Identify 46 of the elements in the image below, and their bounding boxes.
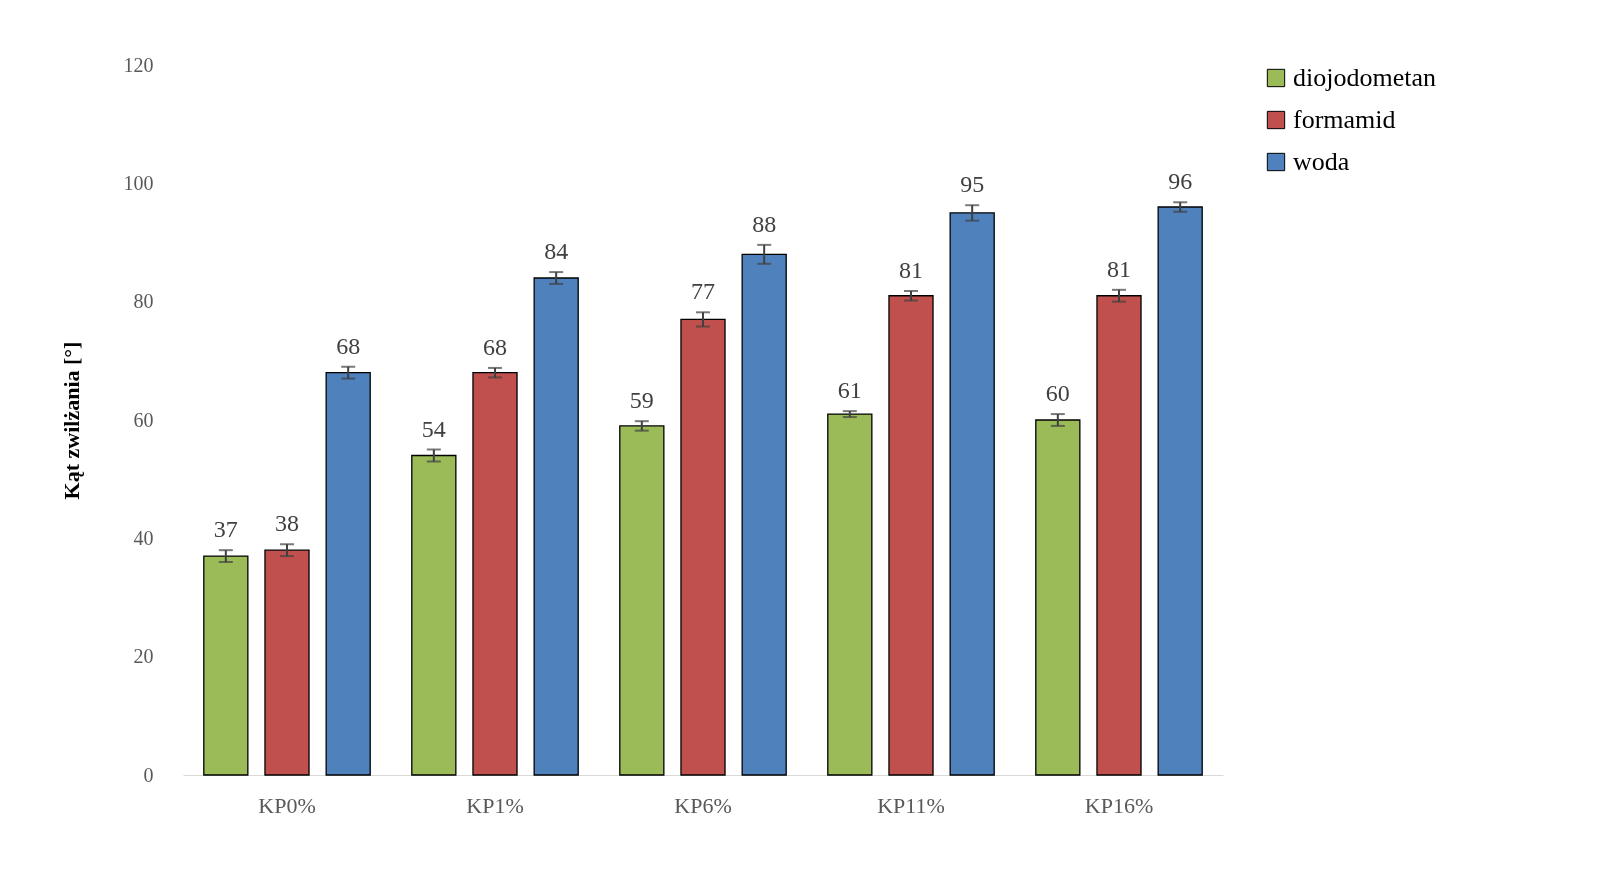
bar [1096, 295, 1142, 776]
bar [264, 549, 310, 776]
bar [411, 454, 457, 776]
data-label: 95 [960, 171, 985, 198]
y-tick-label: 60 [133, 408, 154, 431]
data-label: 38 [275, 510, 299, 537]
x-tick-label: KP6% [674, 792, 732, 818]
data-label: 54 [421, 415, 446, 442]
data-label: 81 [899, 257, 923, 284]
legend-label: woda [1293, 147, 1350, 176]
data-label: 77 [691, 278, 715, 305]
data-label: 88 [752, 210, 777, 237]
data-label: 84 [544, 238, 569, 265]
y-tick-label: 0 [143, 763, 154, 786]
y-tick-label: 100 [123, 171, 154, 194]
x-tick-label: KP0% [258, 792, 316, 818]
y-tick-label: 40 [133, 526, 154, 549]
data-label: 68 [483, 333, 507, 360]
bar [827, 413, 873, 776]
y-tick-label: 120 [123, 53, 154, 76]
bar [472, 372, 518, 776]
bar [949, 212, 995, 776]
bar [1035, 419, 1081, 776]
bar [888, 295, 934, 776]
data-label: 59 [629, 387, 654, 414]
bar [619, 425, 665, 776]
x-tick-label: KP11% [877, 792, 945, 818]
legend-label: formamid [1293, 105, 1396, 134]
y-tick-label: 80 [133, 290, 154, 313]
bar [741, 253, 787, 776]
bar [203, 555, 249, 776]
data-label: 60 [1045, 380, 1070, 407]
data-label: 61 [837, 377, 862, 404]
bar [1157, 206, 1203, 776]
y-tick-label: 20 [133, 645, 154, 668]
data-label: 81 [1107, 255, 1131, 282]
y-axis-title: Kąt zwilżania [°] [58, 341, 84, 500]
bar [533, 277, 579, 776]
data-label: 37 [213, 516, 238, 543]
data-label: 68 [336, 332, 361, 359]
data-label: 96 [1168, 168, 1193, 195]
x-tick-label: KP16% [1084, 792, 1154, 818]
legend-label: diojodometan [1293, 63, 1436, 92]
x-tick-label: KP1% [466, 792, 524, 818]
bar [680, 318, 726, 776]
bar [325, 372, 371, 776]
